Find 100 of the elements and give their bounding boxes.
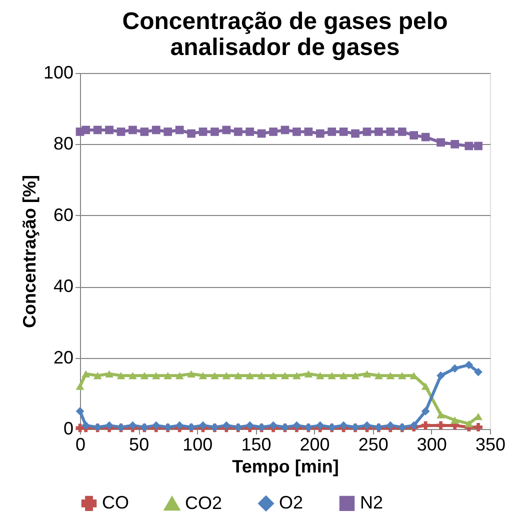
point xyxy=(292,372,301,380)
point xyxy=(93,372,102,380)
point xyxy=(76,407,84,416)
point xyxy=(474,368,482,376)
legend-label: CO xyxy=(102,492,129,512)
point xyxy=(304,128,313,136)
y-tick-label: 0 xyxy=(63,418,74,438)
point xyxy=(140,128,149,136)
point xyxy=(152,421,160,430)
point xyxy=(128,421,137,430)
point xyxy=(198,421,208,430)
point xyxy=(222,126,231,134)
x-tick-label: 350 xyxy=(475,434,506,454)
point xyxy=(316,421,324,430)
point xyxy=(304,370,313,378)
point xyxy=(436,371,445,380)
y-tick-label: 40 xyxy=(53,276,74,296)
point xyxy=(339,421,348,430)
y-tick-label: 60 xyxy=(53,204,74,225)
point xyxy=(436,138,445,147)
point xyxy=(246,421,254,430)
point xyxy=(164,372,172,380)
point xyxy=(292,128,301,136)
point xyxy=(175,126,184,134)
y-tick-label: 20 xyxy=(53,347,74,368)
point xyxy=(234,128,242,136)
point xyxy=(450,364,460,373)
point xyxy=(222,421,231,430)
point xyxy=(175,421,184,430)
x-axis-title: Tempo [min] xyxy=(232,456,339,476)
point xyxy=(128,126,137,134)
point xyxy=(398,372,406,380)
point xyxy=(386,372,395,380)
point xyxy=(374,372,383,380)
point xyxy=(292,421,301,430)
point xyxy=(269,128,278,136)
x-tick-label: 150 xyxy=(241,434,272,454)
x-tick-label: 300 xyxy=(416,434,447,454)
point xyxy=(351,372,360,380)
chart-title: Concentração de gases pelo analisador de gases xyxy=(122,8,448,61)
point xyxy=(152,372,160,380)
point xyxy=(246,128,254,136)
point xyxy=(386,421,395,430)
point xyxy=(474,142,482,150)
point xyxy=(421,382,430,390)
point xyxy=(464,420,474,428)
point xyxy=(328,372,336,380)
y-tick-label: 100 xyxy=(43,62,74,82)
point xyxy=(164,128,172,136)
point xyxy=(93,126,102,134)
point xyxy=(269,372,278,380)
point xyxy=(398,128,406,136)
y-tick-label: 80 xyxy=(53,134,74,154)
point xyxy=(362,370,372,378)
point xyxy=(116,372,126,380)
point xyxy=(421,407,430,416)
x-tick-label: 100 xyxy=(182,434,213,454)
point xyxy=(316,372,324,380)
point xyxy=(450,140,460,148)
point xyxy=(362,128,372,136)
point xyxy=(374,128,383,136)
point xyxy=(386,128,395,136)
point xyxy=(464,360,474,370)
point xyxy=(246,372,254,380)
point xyxy=(421,421,430,430)
point xyxy=(362,421,372,430)
x-tick-label: 50 xyxy=(129,434,150,454)
point xyxy=(210,128,219,136)
legend-label: N2 xyxy=(360,492,384,512)
point xyxy=(328,128,336,136)
point xyxy=(210,372,219,380)
point xyxy=(198,372,208,380)
point xyxy=(140,372,149,380)
point xyxy=(234,372,242,380)
point xyxy=(105,421,114,430)
point xyxy=(105,126,114,134)
point xyxy=(82,126,90,134)
x-tick-label: 200 xyxy=(300,434,330,454)
point xyxy=(76,382,84,390)
point xyxy=(351,129,360,138)
point xyxy=(450,416,460,424)
point xyxy=(421,132,430,142)
point xyxy=(128,372,137,380)
point xyxy=(474,423,482,432)
point xyxy=(82,370,90,378)
point xyxy=(269,421,278,430)
point xyxy=(316,129,324,138)
point xyxy=(339,128,348,136)
point xyxy=(410,131,418,140)
point xyxy=(198,128,208,136)
y-axis-title: Concentração [%] xyxy=(19,174,40,328)
point xyxy=(280,372,290,380)
point xyxy=(280,126,290,134)
point xyxy=(175,372,184,380)
point xyxy=(257,372,266,380)
point xyxy=(105,370,114,378)
x-tick-label: 0 xyxy=(75,434,86,454)
point xyxy=(187,129,196,138)
point xyxy=(436,421,445,430)
point xyxy=(82,421,90,430)
